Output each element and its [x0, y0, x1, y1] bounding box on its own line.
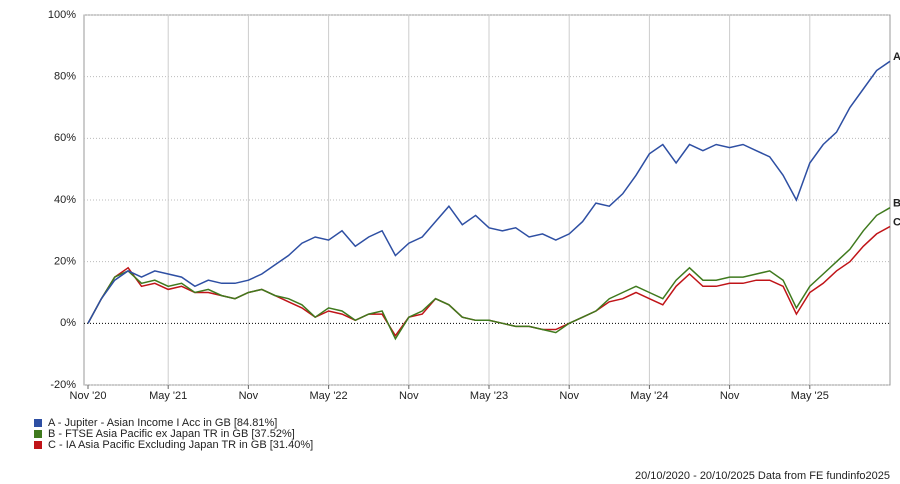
y-tick-label: 100% — [48, 9, 76, 21]
legend-swatch — [34, 441, 42, 449]
end-label: A — [893, 51, 900, 63]
y-tick-label: 60% — [54, 132, 76, 144]
y-tick-label: 40% — [54, 194, 76, 206]
footnote: 20/10/2020 - 20/10/2025 Data from FE fun… — [635, 470, 890, 482]
x-tick-label: May '23 — [470, 390, 508, 402]
y-tick-label: 20% — [54, 256, 76, 268]
x-tick-label: May '25 — [791, 390, 829, 402]
line — [87, 207, 891, 341]
y-tick-label: 80% — [54, 71, 76, 83]
legend-label: C - IA Asia Pacific Excluding Japan TR i… — [48, 439, 313, 451]
x-tick-label: Nov — [720, 390, 740, 402]
x-tick-label: May '21 — [149, 390, 187, 402]
y-tick-label: 0% — [60, 317, 76, 329]
x-tick-label: May '22 — [310, 390, 348, 402]
x-tick-label: Nov '20 — [70, 390, 107, 402]
legend-swatch — [34, 419, 42, 427]
end-label: B — [893, 198, 900, 210]
x-tick-label: May '24 — [630, 390, 668, 402]
line — [87, 60, 891, 324]
x-tick-label: Nov — [239, 390, 259, 402]
y-tick-label: -20% — [50, 379, 76, 391]
x-tick-label: Nov — [559, 390, 579, 402]
legend-label: B - FTSE Asia Pacific ex Japan TR in GB … — [48, 428, 295, 440]
legend-swatch — [34, 430, 42, 438]
end-label: C — [893, 216, 900, 228]
x-tick-label: Nov — [399, 390, 419, 402]
legend-label: A - Jupiter - Asian Income I Acc in GB [… — [48, 417, 277, 429]
